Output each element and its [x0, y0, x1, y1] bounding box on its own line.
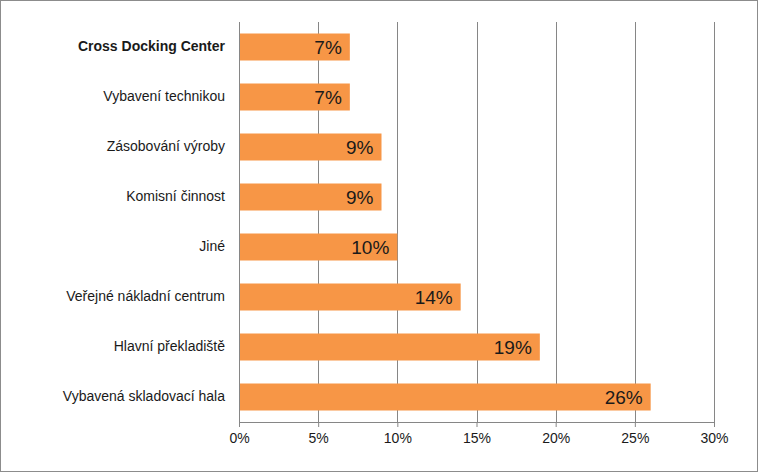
tick: 25%	[621, 422, 649, 446]
tick: 0%	[229, 422, 249, 446]
tick: Hlavní překladiště	[114, 338, 239, 354]
tick: Cross Docking Center	[78, 38, 239, 54]
tick: 10%	[384, 422, 412, 446]
data-label: 10%	[351, 237, 389, 258]
tick-label: 15%	[463, 430, 491, 446]
y-axis: Cross Docking Center Vybavení technikou Zá…	[63, 23, 240, 423]
tick-mark	[397, 422, 398, 427]
tick-mark	[477, 422, 478, 427]
bars	[239, 34, 651, 411]
tick: Komisní činnost	[126, 188, 239, 204]
data-labels: 7% 7% 9% 9% 10% 14% 19% 26%	[314, 37, 642, 408]
grid	[240, 22, 715, 422]
axis-line	[240, 423, 715, 428]
category-label: Vybavená skladovací hala	[63, 388, 225, 404]
category-label: Cross Docking Center	[78, 38, 226, 54]
tick: Jiné	[199, 238, 239, 254]
tick: Vybavená skladovací hala	[63, 388, 239, 404]
tick-label: 25%	[621, 430, 649, 446]
category-label: Zásobování výroby	[107, 138, 225, 154]
grid-line	[318, 22, 319, 422]
tick-mark	[239, 422, 240, 427]
bar	[239, 84, 350, 111]
grid-line	[714, 22, 715, 422]
tick: 20%	[542, 422, 570, 446]
data-label: 9%	[346, 137, 374, 158]
bar	[239, 284, 461, 311]
x-axis: 0% 5% 10% 15% 20% 25% 30%	[229, 422, 728, 446]
tick-mark	[714, 422, 715, 427]
tick-mark	[635, 422, 636, 427]
grid-line	[239, 22, 240, 422]
chart: 7% 7% 9% 9% 10% 14% 19% 26% 0% 5% 10% 15% 20% 25% 30% C…	[0, 0, 758, 472]
data-label: 19%	[494, 337, 532, 358]
grid-line	[477, 22, 478, 422]
tick: Veřejné nákladní centrum	[66, 288, 239, 304]
tick: 5%	[309, 422, 329, 446]
tick-label: 0%	[229, 430, 249, 446]
grid-line	[635, 22, 636, 422]
bar	[239, 234, 397, 261]
grid-line	[556, 22, 557, 422]
data-label: 9%	[346, 187, 374, 208]
category-label: Jiné	[199, 238, 225, 254]
axis-line	[239, 23, 240, 423]
category-label: Vybavení technikou	[103, 88, 225, 104]
data-label: 14%	[415, 287, 453, 308]
bar	[239, 334, 540, 361]
grid-line	[397, 22, 398, 422]
tick: 15%	[463, 422, 491, 446]
category-label: Veřejné nákladní centrum	[66, 288, 225, 304]
data-label: 26%	[605, 387, 643, 408]
bar	[239, 134, 382, 161]
tick: Vybavení technikou	[103, 88, 239, 104]
tick-mark	[318, 422, 319, 427]
data-label: 7%	[314, 87, 342, 108]
tick-label: 20%	[542, 430, 570, 446]
tick-label: 5%	[309, 430, 329, 446]
tick-mark	[556, 422, 557, 427]
category-label: Hlavní překladiště	[114, 338, 225, 354]
tick-label: 10%	[384, 430, 412, 446]
bar	[239, 384, 651, 411]
bar	[239, 34, 350, 61]
bar	[239, 184, 382, 211]
tick: Zásobování výroby	[107, 138, 239, 154]
data-label: 7%	[314, 37, 342, 58]
tick: 30%	[700, 422, 728, 446]
tick-label: 30%	[700, 430, 728, 446]
chart-frame	[1, 1, 758, 472]
category-label: Komisní činnost	[126, 188, 225, 204]
plot: 7% 7% 9% 9% 10% 14% 19% 26% 0% 5% 10% 15% 20% 25% 30% C…	[63, 22, 729, 446]
